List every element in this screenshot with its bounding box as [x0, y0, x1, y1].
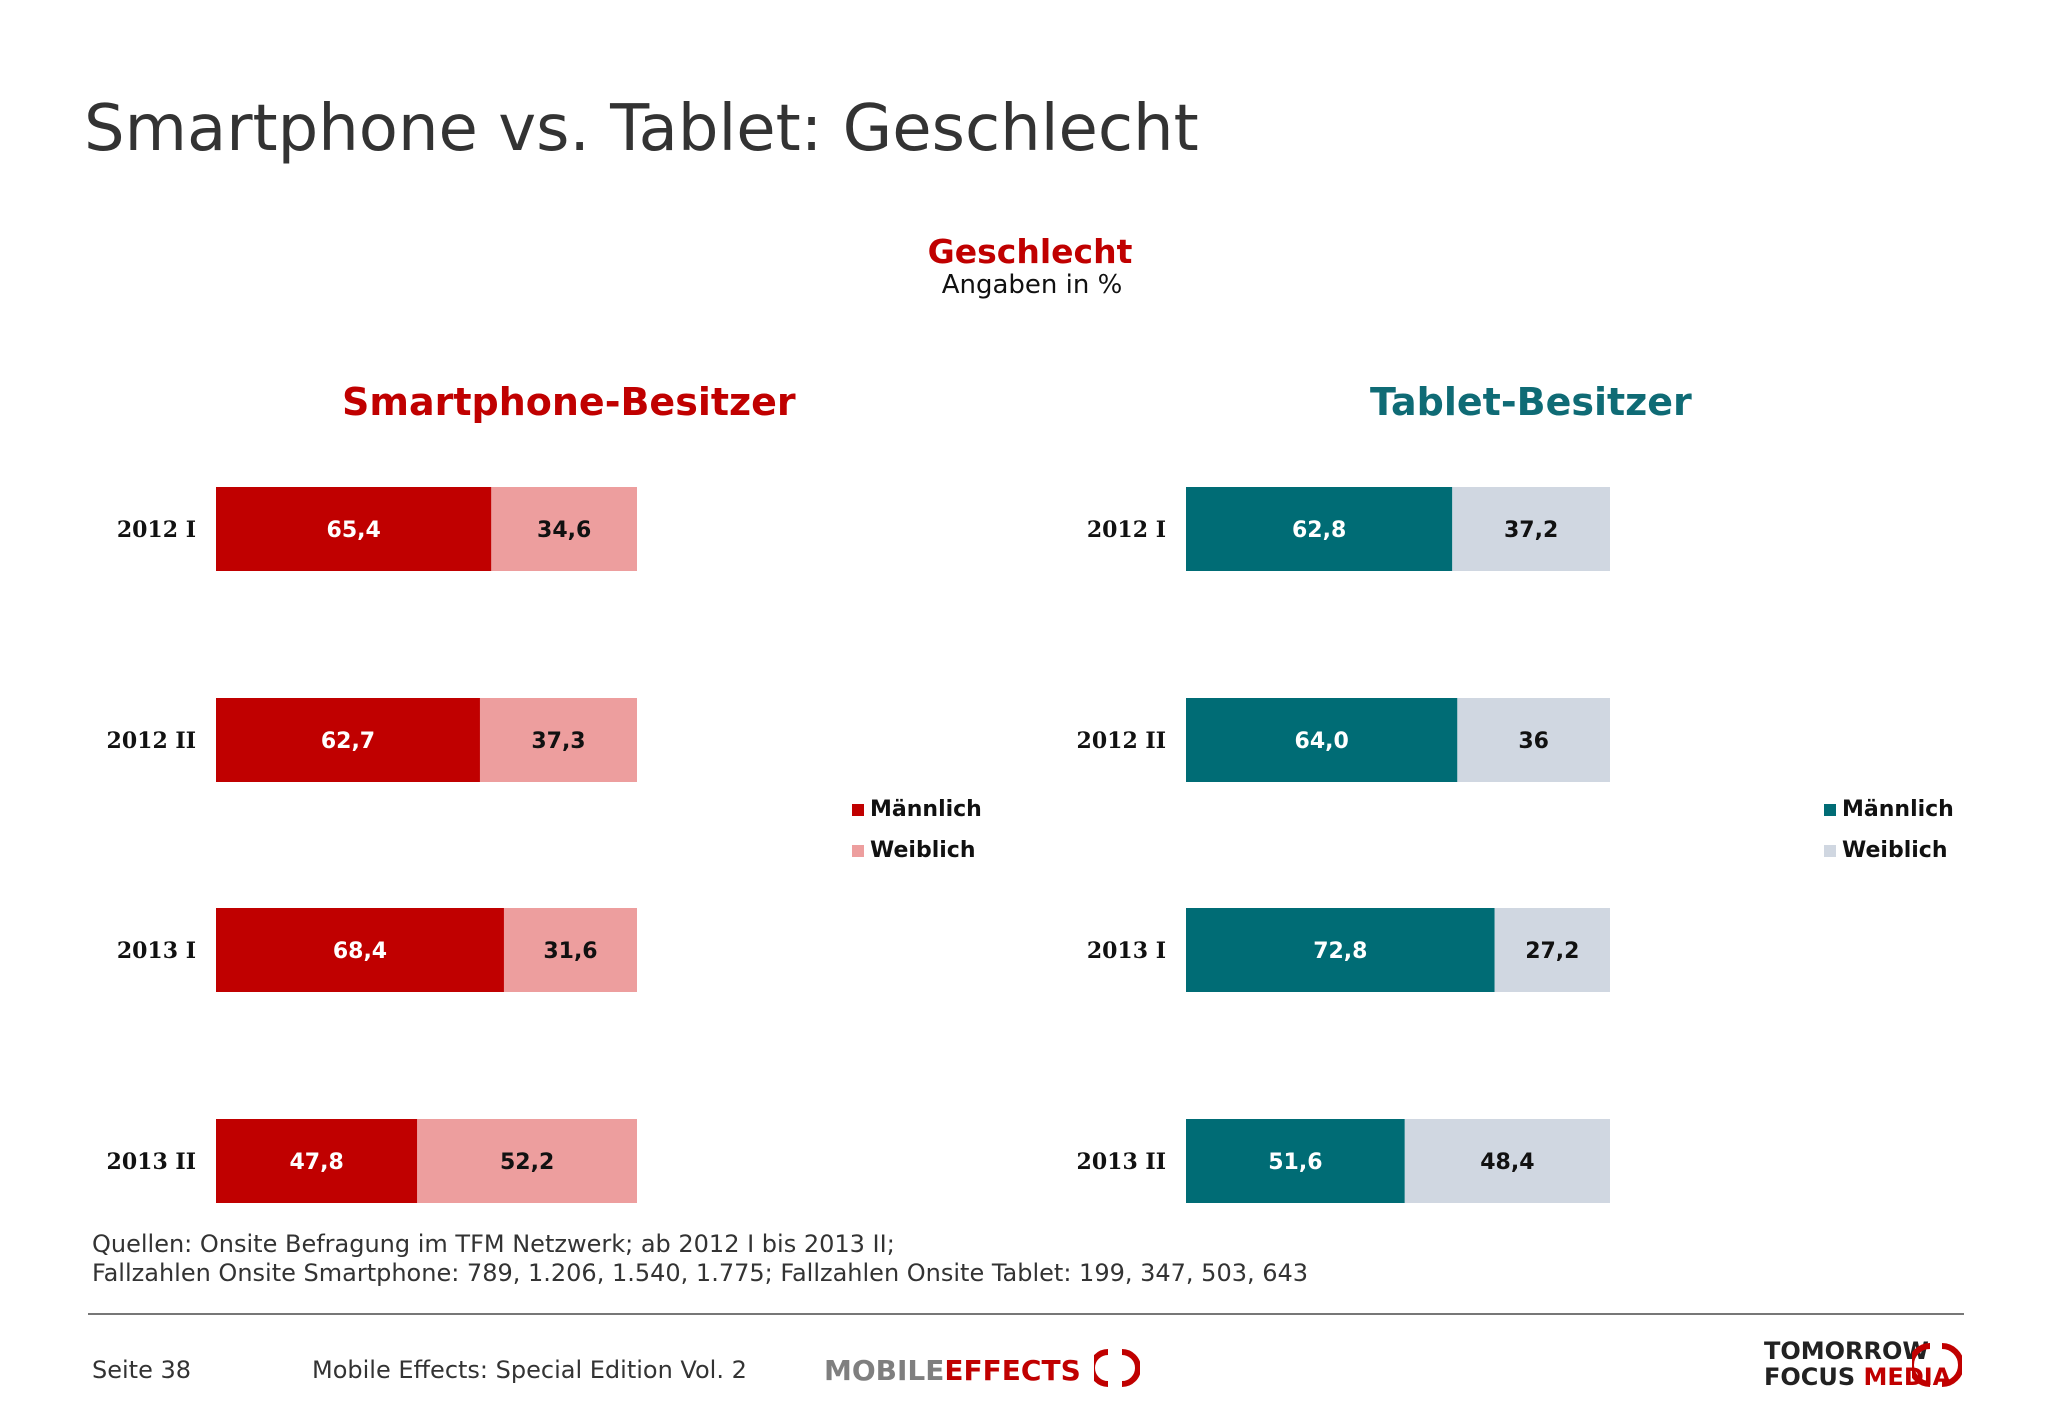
tablet-category-label: 2012 II	[1077, 728, 1166, 754]
smartphone-chart-title: Smartphone-Besitzer	[342, 380, 796, 424]
chart-heading: Geschlecht	[927, 232, 1133, 271]
smartphone-legend-swatch	[852, 804, 864, 816]
tablet-data-label: 27,2	[1525, 939, 1579, 964]
logo-focus: FOCUS	[1764, 1363, 1856, 1391]
tablet-bar-female	[1494, 908, 1610, 992]
page-number: Seite 38	[92, 1356, 192, 1384]
smartphone-category-label: 2012 II	[107, 728, 196, 754]
tablet-chart-title: Tablet-Besitzer	[1370, 380, 1692, 424]
smartphone-bar-male	[216, 1119, 418, 1203]
smartphone-data-label: 47,8	[289, 1150, 343, 1175]
smartphone-category-label: 2013 II	[107, 1149, 196, 1175]
tablet-legend-label: Weiblich	[1842, 838, 1947, 863]
smartphone-data-label: 34,6	[537, 518, 591, 543]
tablet-category-label: 2013 II	[1077, 1149, 1166, 1175]
tablet-bar-female	[1452, 487, 1610, 571]
tablet-bar-female	[1404, 1119, 1610, 1203]
smartphone-bar-male	[216, 908, 504, 992]
smartphone-legend-label: Männlich	[870, 797, 982, 822]
source-note-line-2: Fallzahlen Onsite Smartphone: 789, 1.206…	[92, 1259, 1309, 1287]
smartphone-data-label: 52,2	[500, 1150, 554, 1175]
tablet-data-label: 36	[1518, 729, 1549, 754]
page-title: Smartphone vs. Tablet: Geschlecht	[84, 92, 1199, 166]
tablet-data-label: 48,4	[1480, 1150, 1534, 1175]
mobile-effects-logo-icon	[1089, 1349, 1142, 1387]
tablet-legend-swatch	[1824, 845, 1836, 857]
tablet-data-label: 62,8	[1292, 518, 1346, 543]
smartphone-data-label: 65,4	[327, 518, 381, 543]
tomorrow-focus-media-logo: TOMORROW FOCUS MEDIA	[1764, 1338, 1951, 1390]
smartphone-bar-female	[479, 698, 637, 782]
tablet-bar-male	[1186, 1119, 1405, 1203]
tablet-data-label: 64,0	[1295, 729, 1349, 754]
smartphone-category-label: 2013 I	[117, 938, 196, 964]
source-note-line-1: Quellen: Onsite Befragung im TFM Netzwer…	[92, 1230, 895, 1258]
tablet-data-label: 37,2	[1504, 518, 1558, 543]
tablet-bar-male	[1186, 487, 1453, 571]
smartphone-data-label: 62,7	[321, 729, 375, 754]
tablet-category-label: 2012 I	[1087, 517, 1166, 543]
smartphone-bar-male	[216, 487, 492, 571]
smartphone-bar-female	[417, 1119, 637, 1203]
tablet-bar-male	[1186, 908, 1495, 992]
tablet-category-label: 2013 I	[1087, 938, 1166, 964]
chart-subheading: Angaben in %	[941, 270, 1123, 300]
tablet-bar-male	[1186, 698, 1458, 782]
smartphone-data-label: 37,3	[531, 729, 585, 754]
tablet-legend-label: Männlich	[1842, 797, 1954, 822]
logo-line-focus-media: FOCUS MEDIA	[1764, 1364, 1951, 1390]
smartphone-legend-swatch	[852, 845, 864, 857]
smartphone-bar-female	[503, 908, 637, 992]
mobile-effects-logo-effects: EFFECTS	[944, 1354, 1081, 1387]
mobile-effects-logo: MOBILEEFFECTS	[824, 1348, 1142, 1388]
smartphone-data-label: 68,4	[333, 939, 387, 964]
publication-name: Mobile Effects: Special Edition Vol. 2	[312, 1356, 747, 1384]
tablet-legend-swatch	[1824, 804, 1836, 816]
tomorrow-focus-media-logo-icon	[1912, 1343, 1962, 1387]
smartphone-legend-label: Weiblich	[870, 838, 975, 863]
smartphone-category-label: 2012 I	[117, 517, 196, 543]
mobile-effects-logo-mobile: MOBILE	[824, 1354, 945, 1387]
smartphone-bar-female	[491, 487, 637, 571]
logo-media: MEDIA	[1863, 1363, 1952, 1391]
tablet-bar-female	[1457, 698, 1610, 782]
smartphone-bar-male	[216, 698, 480, 782]
tablet-data-label: 72,8	[1313, 939, 1367, 964]
footer-divider	[88, 1313, 1964, 1315]
smartphone-data-label: 31,6	[543, 939, 597, 964]
logo-line-tomorrow: TOMORROW	[1764, 1337, 1929, 1365]
tablet-data-label: 51,6	[1268, 1150, 1322, 1175]
